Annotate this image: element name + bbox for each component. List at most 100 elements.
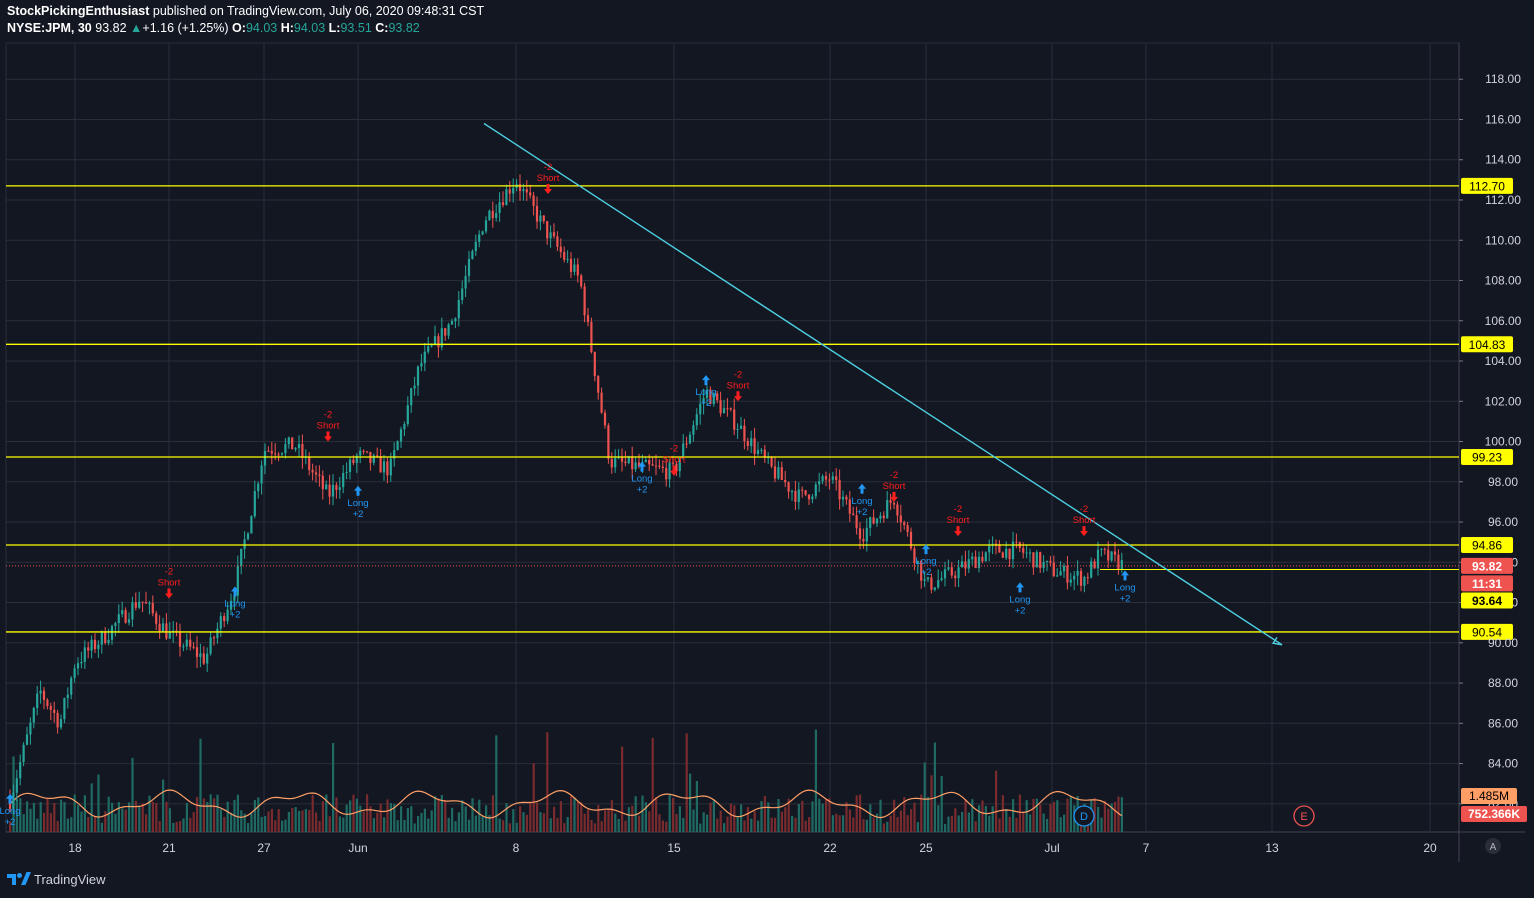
candle-body <box>216 628 219 639</box>
volume-bar <box>406 808 409 832</box>
candle-body <box>763 449 766 458</box>
candle-body <box>8 799 12 809</box>
candle-body <box>1045 560 1049 562</box>
volume-bar <box>729 803 732 832</box>
long-arrow-icon <box>922 544 930 555</box>
volume-bar <box>811 801 814 832</box>
level-label: 94.86 <box>1472 538 1502 552</box>
candle-body <box>32 708 35 723</box>
volume-bar <box>593 823 596 832</box>
ohlc-legend: NYSE:JPM, 30 93.82 ▲+1.16 (+1.25%) O:94.… <box>7 21 420 35</box>
price-change: +1.16 (+1.25%) <box>142 21 229 35</box>
volume-bar <box>423 808 426 832</box>
candle-body <box>195 647 199 657</box>
volume-bar <box>655 797 658 832</box>
short-signal-label: -2 <box>670 444 678 455</box>
candlesticks <box>8 174 1123 815</box>
candle-body <box>974 556 977 569</box>
candle-body <box>161 623 165 632</box>
candle-body <box>535 205 539 222</box>
candle-body <box>478 234 481 242</box>
volume-bar <box>614 813 617 832</box>
horizontal-levels[interactable]: 112.70 104.83 99.23 94.86 90.54 <box>6 177 1513 640</box>
candle-body <box>185 639 188 647</box>
volume-bar <box>49 813 52 832</box>
candle-body <box>569 258 573 272</box>
volume-bar <box>695 781 698 832</box>
volume-bar <box>546 732 549 832</box>
volume-bar <box>1015 818 1018 832</box>
volume-bar <box>719 810 722 832</box>
volume-bar <box>369 806 372 832</box>
volume-bar <box>889 815 892 832</box>
volume-bar <box>223 817 226 832</box>
candle-body <box>66 694 69 699</box>
candle-body <box>886 500 889 519</box>
candle-body <box>372 455 375 463</box>
volume-bar <box>587 809 590 832</box>
volume-bar <box>328 816 331 832</box>
volume-bar <box>1120 797 1123 832</box>
volume-bar <box>583 813 586 832</box>
symbol-label[interactable]: NYSE:JPM, 30 <box>7 21 92 35</box>
candle-body <box>726 408 729 410</box>
tradingview-logo-icon[interactable] <box>7 871 31 885</box>
volume-bar <box>791 815 794 832</box>
author-name[interactable]: StockPickingEnthusiast <box>7 4 150 18</box>
volume-bar <box>845 802 848 832</box>
volume-bar <box>345 804 348 832</box>
candle-body <box>522 189 525 192</box>
tradingview-brand[interactable]: TradingView <box>34 872 106 887</box>
candle-body <box>236 565 239 596</box>
candle-body <box>879 515 882 519</box>
candle-body <box>464 275 467 289</box>
candle-body <box>246 533 250 540</box>
volume-bar <box>1117 796 1120 832</box>
volume-bar <box>427 818 430 832</box>
volume-bar <box>726 816 729 832</box>
short-signal-label: Short <box>158 578 181 589</box>
volume-bar <box>988 815 991 832</box>
trendline-layer[interactable] <box>483 122 1283 646</box>
volume-bar <box>213 798 216 832</box>
candle-body <box>151 603 154 614</box>
dividend-marker <box>1073 805 1095 827</box>
volume-bar <box>141 803 144 832</box>
low-label: L: <box>328 21 341 35</box>
volume-bar <box>434 796 437 832</box>
volume-bar <box>196 797 199 832</box>
volume-bar <box>32 802 35 832</box>
candle-body <box>559 246 562 253</box>
candle-body <box>335 484 338 490</box>
candle-body <box>328 484 331 497</box>
candle-body <box>756 450 760 454</box>
volume-bar <box>709 802 712 832</box>
volume-bar <box>165 801 168 832</box>
candle-body <box>678 458 681 472</box>
volume-bar <box>131 757 134 832</box>
candle-body <box>396 441 399 451</box>
price-badge <box>1461 592 1513 609</box>
volume-bar <box>134 800 137 832</box>
high-label: H: <box>280 21 294 35</box>
volume-bar <box>379 803 382 832</box>
candle-body <box>498 202 501 214</box>
candle-body <box>1042 561 1045 569</box>
short-signal-label: -2 <box>890 470 898 481</box>
volume-bar <box>682 817 685 832</box>
volume-bar <box>1029 814 1032 832</box>
candle-body <box>53 709 56 713</box>
publish-date: published on TradingView.com, July 06, 2… <box>152 4 485 18</box>
time-axis[interactable]: 18 21 27 Jun 8 15 22 25 Jul 7 13 20 A <box>68 838 1501 855</box>
candle-body <box>148 603 151 605</box>
volume-bar <box>1022 812 1025 832</box>
candle-body <box>838 480 841 500</box>
candle-body <box>855 515 858 529</box>
level-badge <box>1461 177 1513 194</box>
long-signal-label: +2 <box>1120 593 1131 604</box>
candle-body <box>913 548 916 564</box>
volume-bar <box>930 775 933 832</box>
candle-body <box>444 328 447 336</box>
